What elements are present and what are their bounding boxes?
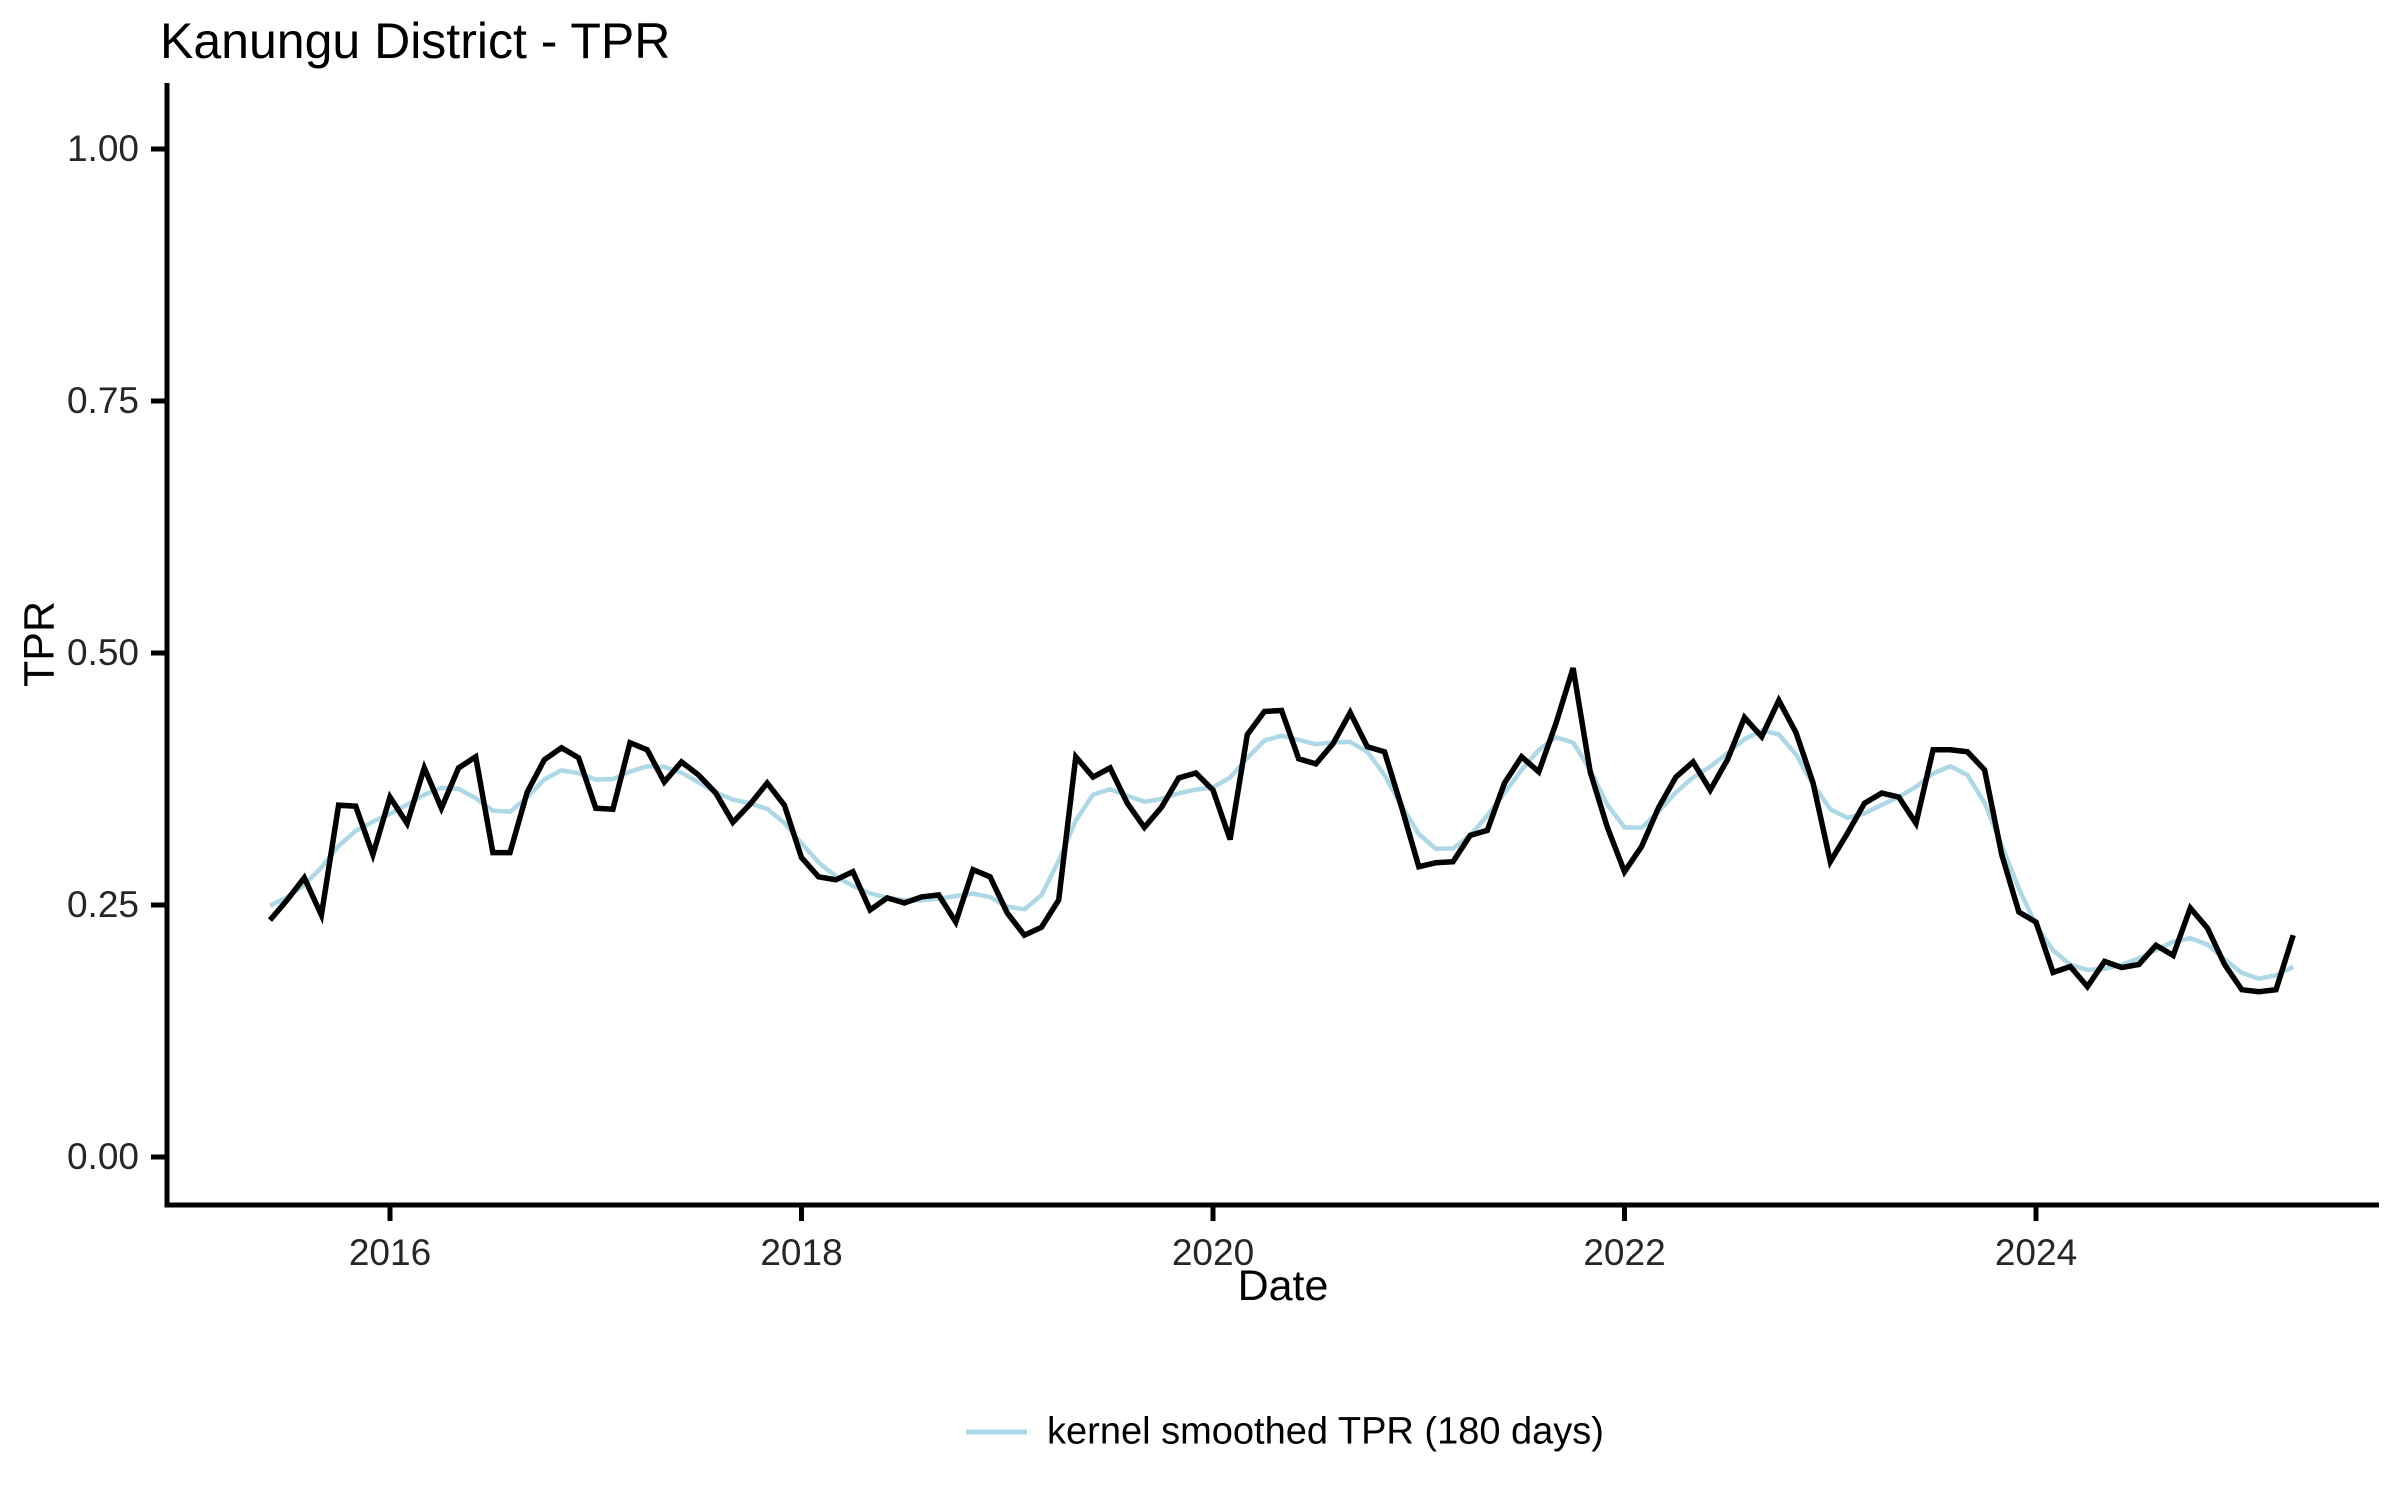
y-tick-label: 0.75 bbox=[66, 380, 139, 421]
chart-title: Kanungu District - TPR bbox=[160, 13, 671, 69]
x-tick-label: 2022 bbox=[1583, 1232, 1666, 1273]
x-tick-label: 2018 bbox=[760, 1232, 843, 1273]
legend: kernel smoothed TPR (180 days) bbox=[966, 1411, 1604, 1454]
tpr-line bbox=[267, 667, 2296, 995]
legend-label: kernel smoothed TPR (180 days) bbox=[1047, 1410, 1604, 1453]
y-tick-label: 0.00 bbox=[66, 1136, 139, 1177]
legend-line-swatch-icon bbox=[966, 1429, 1028, 1435]
x-tick-label: 2020 bbox=[1171, 1232, 1255, 1273]
y-tick-label: 0.25 bbox=[66, 884, 139, 925]
kernel-smoothed-tpr-line bbox=[269, 728, 2295, 981]
x-tick-label: 2016 bbox=[348, 1232, 432, 1273]
x-tick-label: 2024 bbox=[1994, 1232, 2078, 1273]
y-tick-label: 1.00 bbox=[66, 128, 139, 169]
y-tick-label: 0.50 bbox=[66, 632, 139, 673]
x-axis-title: Date bbox=[1237, 1262, 1329, 1310]
